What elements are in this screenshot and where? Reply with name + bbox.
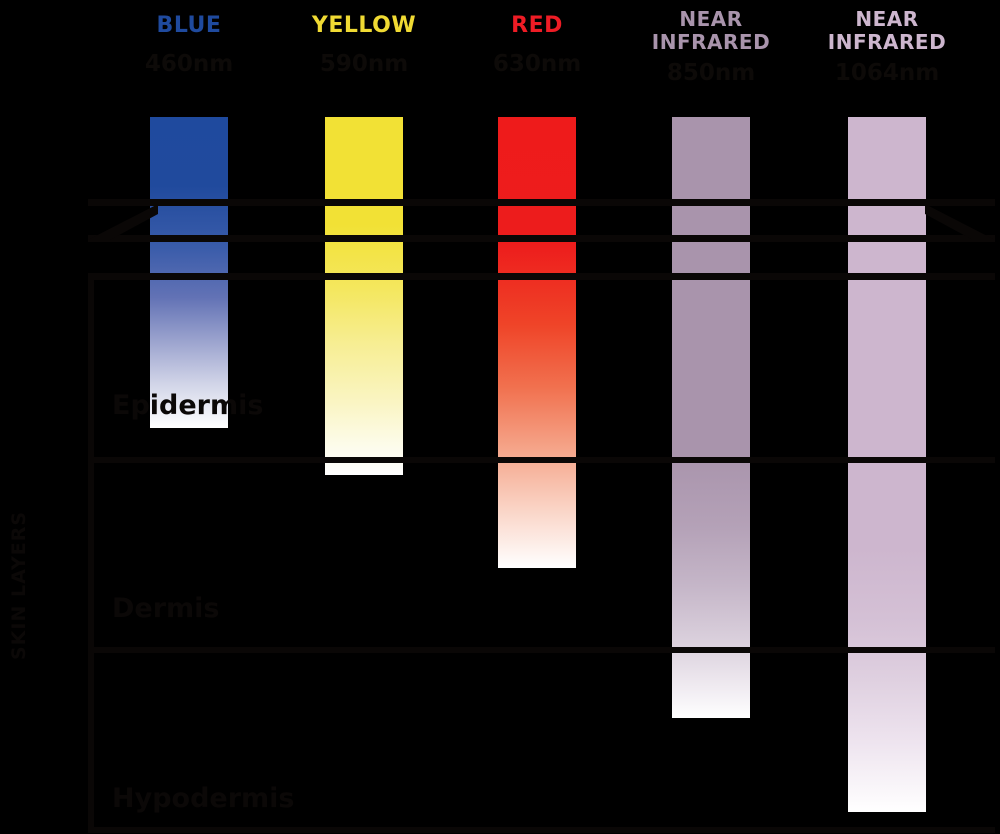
- penetration-bar-red: [498, 117, 576, 568]
- penetration-bar-blue: [150, 117, 228, 428]
- guide-rule-middle: [88, 235, 995, 242]
- frame-bottom-border: [88, 827, 995, 833]
- layer-divider-epidermis-dermis: [88, 457, 995, 463]
- column-header-near-infrared-850: NEAR INFRARED 850nm: [636, 7, 786, 86]
- wavelength-yellow: 590nm: [319, 51, 409, 77]
- guide-rule-top: [88, 199, 995, 206]
- column-header-red: RED 630nm: [462, 13, 612, 77]
- depth-arrow-right-icon: [925, 204, 995, 240]
- layer-divider-dermis-hypodermis: [88, 647, 995, 653]
- skin-layer-frame: [88, 277, 995, 833]
- penetration-bar-near-infrared-1064: [848, 117, 926, 812]
- penetration-bar-yellow: [325, 117, 403, 475]
- wavelength-red: 630nm: [492, 51, 582, 77]
- wavelength-near-infrared-850: 850nm: [666, 60, 756, 86]
- frame-left-border: [88, 277, 94, 833]
- color-name-red: RED: [511, 13, 563, 38]
- layer-label-epidermis: Epidermis: [112, 390, 264, 421]
- color-name-near-infrared-1064: NEAR INFRARED: [827, 7, 947, 54]
- wavelength-near-infrared-1064: 1064nm: [834, 60, 940, 86]
- column-header-near-infrared-1064: NEAR INFRARED 1064nm: [812, 7, 962, 86]
- color-name-blue: BLUE: [156, 13, 222, 38]
- depth-arrow-left-icon: [88, 204, 158, 240]
- guide-rule-bottom: [88, 273, 995, 280]
- color-name-yellow: YELLOW: [311, 13, 417, 38]
- color-name-near-infrared-850: NEAR INFRARED: [651, 7, 771, 54]
- layer-label-hypodermis: Hypodermis: [112, 783, 295, 814]
- wavelength-blue: 460nm: [144, 51, 234, 77]
- layer-label-dermis: Dermis: [112, 593, 220, 624]
- axis-title-skin-layers: SKIN LAYERS: [8, 510, 30, 660]
- column-header-blue: BLUE 460nm: [114, 13, 264, 77]
- penetration-bar-near-infrared-850: [672, 117, 750, 718]
- column-header-yellow: YELLOW 590nm: [289, 13, 439, 77]
